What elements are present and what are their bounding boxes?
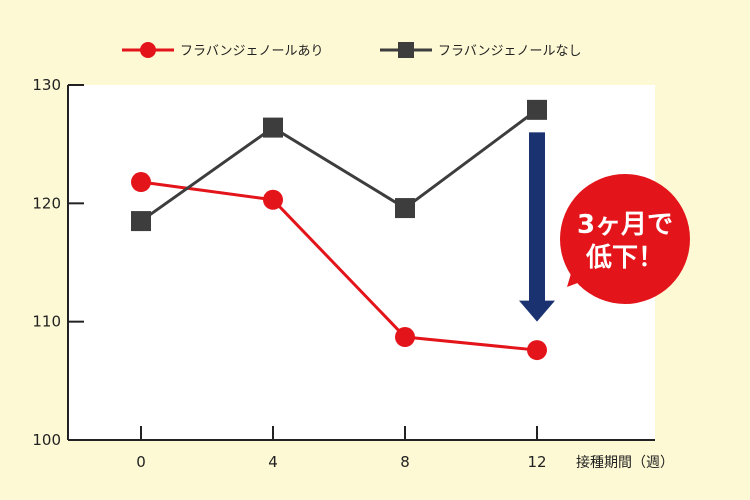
callout-line-1: 3ヶ月で <box>577 210 673 240</box>
y-tick-label: 100 <box>32 431 61 449</box>
data-point-1 <box>527 340 547 361</box>
legend-marker-2 <box>398 42 414 58</box>
data-point-1 <box>263 189 283 210</box>
y-tick-label: 120 <box>32 194 61 212</box>
plot-area <box>68 85 655 440</box>
x-axis-label: 接種期間（週） <box>576 454 674 471</box>
data-point-2 <box>527 99 547 120</box>
x-tick-label: 12 <box>527 453 546 471</box>
y-tick-label: 130 <box>32 76 61 94</box>
callout-bubble <box>560 174 690 304</box>
arrow-head <box>519 300 555 322</box>
data-point-2 <box>131 211 151 232</box>
data-point-2 <box>395 198 415 219</box>
legend-label-2: フラバンジェノールなし <box>438 44 582 59</box>
data-point-2 <box>263 117 283 138</box>
series-line-2 <box>140 108 538 223</box>
data-point-1 <box>395 327 415 348</box>
x-tick-label: 0 <box>136 453 146 471</box>
legend-marker-1 <box>140 42 156 58</box>
x-tick-label: 8 <box>400 453 410 471</box>
y-tick-label: 110 <box>32 313 61 331</box>
callout-line-2: 低下！ <box>585 243 664 273</box>
arrow-shaft <box>529 132 545 302</box>
legend-label-1: フラバンジェノールあり <box>180 44 324 59</box>
x-tick-label: 4 <box>268 453 278 471</box>
data-point-1 <box>131 172 151 193</box>
series-line-1 <box>140 180 538 352</box>
